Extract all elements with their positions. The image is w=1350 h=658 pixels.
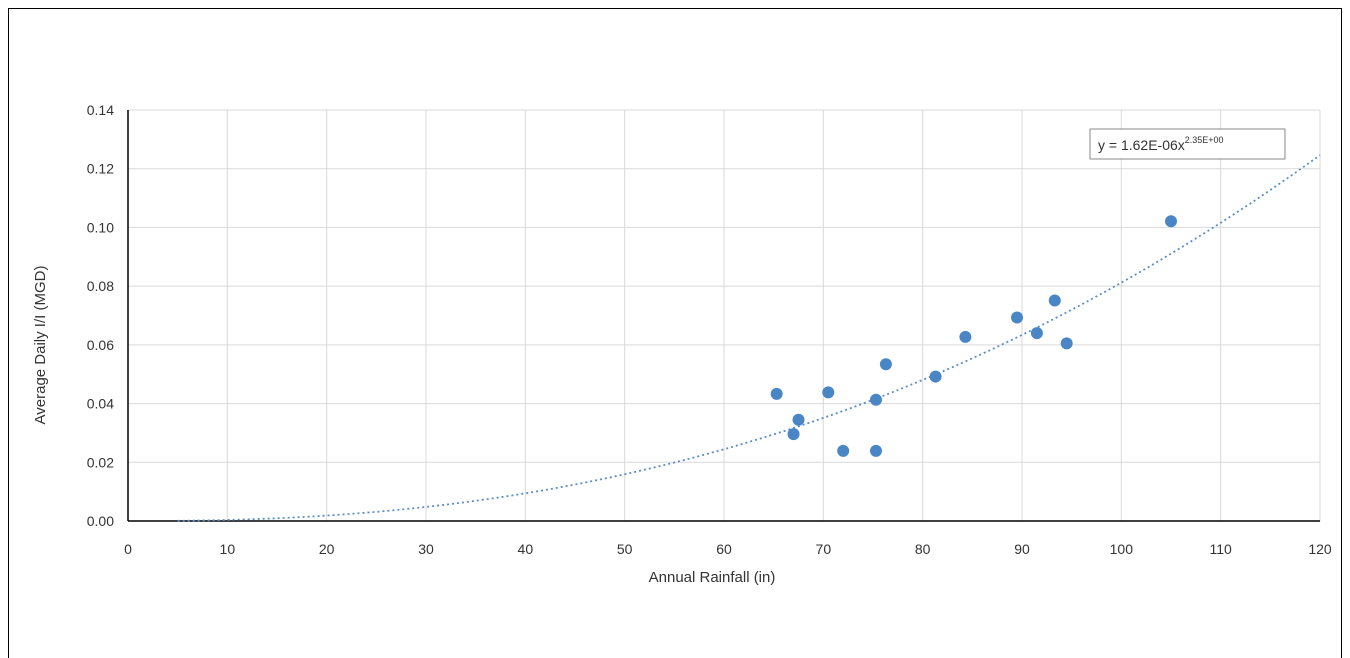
y-tick-label: 0.02	[87, 454, 114, 470]
y-axis-title: Average Daily I/I (MGD)	[32, 266, 49, 425]
equation-box-border	[1089, 128, 1286, 160]
x-tick-label: 70	[816, 541, 832, 557]
data-point	[1165, 215, 1177, 228]
equation-main: y = 1.62E-06x	[1098, 137, 1185, 153]
x-tick-label: 40	[518, 541, 534, 557]
x-tick-label: 20	[319, 541, 335, 557]
axes	[127, 110, 1320, 522]
x-tick-label: 120	[1308, 541, 1332, 557]
x-tick-label: 100	[1110, 541, 1134, 557]
data-point	[1030, 327, 1043, 340]
y-tick-label: 0.10	[87, 219, 114, 235]
equation-label: y = 1.62E-06x2.35E+00	[1098, 135, 1224, 153]
data-point	[959, 330, 972, 343]
x-tick-label: 0	[124, 541, 132, 557]
data-point	[929, 370, 942, 383]
data-point	[869, 444, 882, 457]
x-tick-label: 50	[617, 541, 633, 557]
x-axis-title: Annual Rainfall (in)	[649, 569, 776, 586]
data-point	[1048, 294, 1061, 307]
x-tick-label: 110	[1210, 541, 1233, 557]
y-tick-label: 0.12	[87, 161, 114, 177]
y-tick-label: 0.06	[87, 337, 114, 353]
x-tick-label: 30	[418, 541, 434, 557]
x-tick-label: 90	[1014, 541, 1030, 557]
y-tick-label: 0.04	[87, 396, 114, 412]
x-tick-label: 80	[915, 541, 931, 557]
equation-exponent: 2.35E+00	[1185, 135, 1224, 145]
data-point	[787, 428, 800, 441]
data-point	[770, 387, 783, 400]
y-tick-label: 0.00	[87, 513, 114, 529]
y-tick-labels: 0.00 0.02 0.04 0.06 0.08 0.10 0.12 0.14	[87, 102, 114, 529]
y-tick-label: 0.14	[87, 102, 114, 118]
data-point	[869, 393, 882, 406]
data-points	[770, 215, 1177, 457]
chart-frame	[8, 8, 1342, 658]
power-trendline	[177, 154, 1321, 522]
gridlines	[128, 109, 1321, 521]
equation-box: y = 1.62E-06x2.35E+00	[1089, 128, 1286, 160]
data-point	[822, 386, 835, 399]
data-point	[792, 413, 805, 426]
data-point	[1060, 337, 1073, 350]
y-tick-label: 0.08	[87, 278, 114, 294]
data-point	[879, 358, 892, 371]
x-tick-label: 60	[716, 541, 732, 557]
x-tick-label: 10	[220, 541, 236, 557]
data-point	[1011, 311, 1024, 324]
trendline	[177, 154, 1321, 522]
data-point	[837, 444, 850, 457]
x-tick-labels: 0 10 20 30 40 50 60 70 80 90 100 110 120	[124, 541, 1332, 557]
